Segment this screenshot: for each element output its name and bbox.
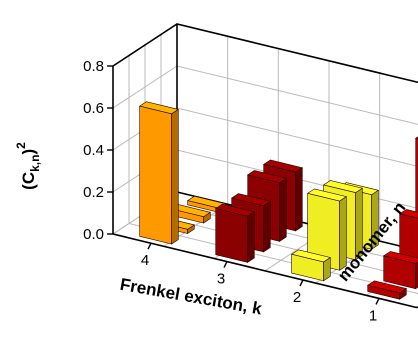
bar-top-face (290, 249, 332, 263)
z-tick-label: 0.6 (83, 100, 104, 117)
bar-k3-n1 (214, 203, 256, 263)
bar-k1-n1 (366, 280, 408, 300)
k-tick-mark (147, 242, 152, 250)
k-tick-mark (375, 298, 380, 305)
bar-top-face (214, 203, 256, 217)
z-tick-label: 0.8 (83, 58, 104, 75)
z-tick-label: 0.0 (83, 226, 104, 243)
bar-side-face (279, 177, 287, 242)
k-tick-label: 3 (217, 271, 225, 288)
bar-side-face (171, 108, 179, 245)
bar-top-face (246, 170, 288, 183)
k-tick-label: 1 (369, 307, 377, 324)
z-tick-labels: 0.0 0.2 0.4 0.6 0.8 (83, 58, 104, 243)
bar-top-face (414, 136, 418, 140)
bar-top-face (322, 180, 364, 193)
bar-top-face (262, 159, 304, 173)
bar-top-face (306, 188, 348, 202)
box-front-edges (107, 65, 418, 309)
bar-side-face (415, 261, 418, 290)
bar-k4-n1 (138, 101, 180, 245)
grid-line (128, 55, 418, 294)
bar-k1-n2 (382, 251, 418, 290)
bar-side-face (295, 167, 303, 232)
box-back-edge (112, 23, 418, 84)
bar-top-face (138, 101, 180, 115)
bars-layer (138, 101, 418, 300)
bar-top-face (230, 193, 272, 207)
k-tick-labels: 4 3 2 1 (141, 252, 377, 324)
bar-top-face (398, 209, 418, 219)
z-tick-label: 0.2 (83, 184, 104, 201)
z-tick-label: 0.4 (83, 142, 104, 159)
x-axis-label: Frenkel exciton, k (119, 275, 264, 319)
bar-top-face (186, 195, 228, 209)
bar-top-face (366, 280, 408, 294)
bar-top-face (382, 251, 418, 264)
bar-k2-n1 (290, 249, 332, 282)
bar-front-face (139, 105, 172, 245)
k-tick-mark (299, 279, 304, 287)
k-axis-line (112, 233, 418, 309)
k-tick-label: 4 (141, 252, 149, 269)
k-tick-mark (223, 261, 228, 268)
bar-side-face (263, 200, 271, 253)
bar-side-face (247, 211, 255, 263)
k-tick-label: 2 (293, 289, 301, 306)
bar-front-face (215, 208, 248, 263)
y-axis-label: (Ck,n)2 (14, 142, 42, 190)
bar-k2-n2 (306, 188, 348, 271)
